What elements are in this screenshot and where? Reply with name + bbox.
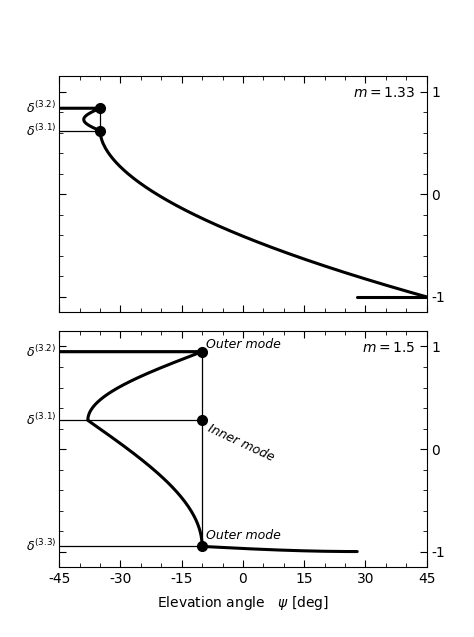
Text: $\delta^{(3.3)}$: $\delta^{(3.3)}$	[26, 538, 56, 554]
Text: $m = 1.33$: $m = 1.33$	[353, 86, 416, 100]
Text: $m = 1.5$: $m = 1.5$	[362, 341, 416, 355]
X-axis label: Elevation angle   $\psi$ [deg]: Elevation angle $\psi$ [deg]	[157, 594, 329, 612]
Text: $\delta^{(3.2)}$: $\delta^{(3.2)}$	[27, 100, 56, 116]
Text: Outer mode: Outer mode	[206, 529, 281, 542]
Text: Inner mode: Inner mode	[206, 422, 277, 464]
Text: $\delta^{(3.1)}$: $\delta^{(3.1)}$	[26, 123, 56, 139]
Text: Outer mode: Outer mode	[206, 338, 281, 350]
Text: $\delta^{(3.2)}$: $\delta^{(3.2)}$	[27, 344, 56, 359]
Text: $\delta^{(3.1)}$: $\delta^{(3.1)}$	[26, 412, 56, 428]
